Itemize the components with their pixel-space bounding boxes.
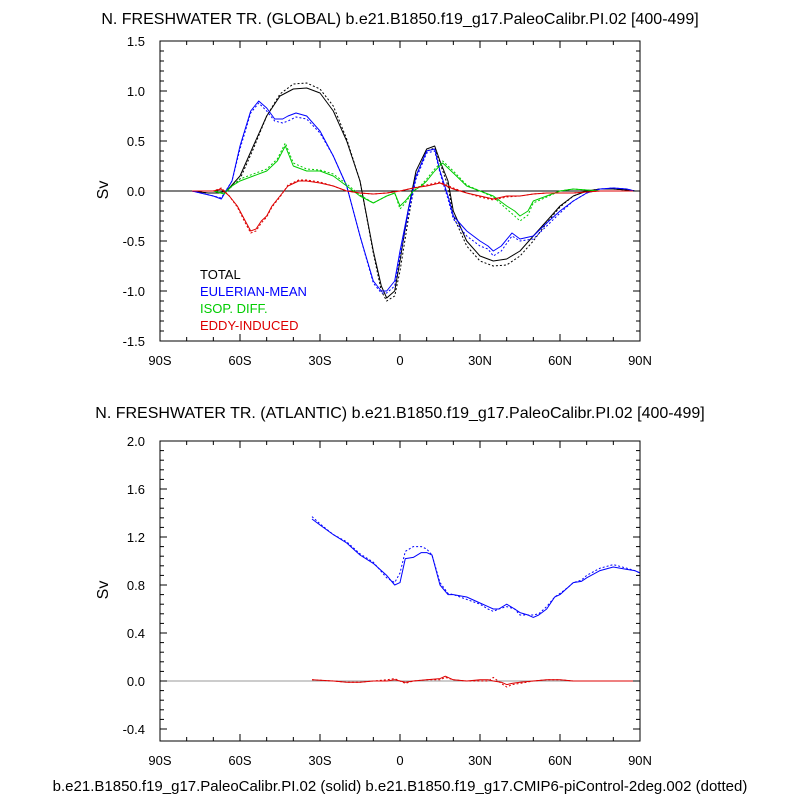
figure-footer: b.e21.B1850.f19_g17.PaleoCalibr.PI.02 (s… [53,778,748,795]
chart-global-ylabel: Sv [95,181,112,200]
chart-atlantic-x-tick-label: 30N [468,753,492,768]
chart-global-title: N. FRESHWATER TR. (GLOBAL) b.e21.B1850.f… [101,11,698,28]
chart-global-series-eddy-induced-dotted [192,179,635,234]
chart-global-x-tick-label: 30S [308,353,331,368]
chart-global-series-isop-diff [192,145,635,217]
legend-eulerian-mean: EULERIAN-MEAN [200,284,307,299]
chart-global-x-tick-label: 30N [468,353,492,368]
chart-global-y-tick-label: -1.5 [123,334,145,349]
chart-atlantic-y-tick-label: 0.8 [127,578,145,593]
chart-global-legend: TOTAL EULERIAN-MEAN ISOP. DIFF. EDDY-IND… [200,267,307,333]
chart-global-series-total [191,87,635,299]
chart-global-y-tick-label: -0.5 [123,234,145,249]
chart-global-y-tick-label: 1.5 [127,34,145,49]
chart-atlantic: N. FRESHWATER TR. (ATLANTIC) b.e21.B1850… [95,405,705,768]
chart-global-y-tick-label: 1.0 [127,84,145,99]
chart-atlantic-title: N. FRESHWATER TR. (ATLANTIC) b.e21.B1850… [95,405,704,422]
chart-global-y-tick-label: 0.0 [127,184,145,199]
chart-atlantic-x-tick-label: 90S [148,753,171,768]
chart-atlantic-x-tick-label: 60S [228,753,251,768]
chart-atlantic-y-tick-label: 2.0 [127,434,145,449]
chart-atlantic-x-tick-label: 30S [308,753,331,768]
chart-atlantic-x-tick-label: 90N [628,753,652,768]
chart-global-x-tick-label: 90N [628,353,652,368]
chart-global-series-eulerian-mean [191,100,635,292]
legend-isop-diff: ISOP. DIFF. [200,301,268,316]
chart-global-y-tick-label: 0.5 [127,134,145,149]
chart-global-x-tick-label: 60S [228,353,251,368]
chart-atlantic-y-tick-label: 1.6 [127,482,145,497]
chart-atlantic-x-tick-label: 0 [396,753,403,768]
legend-eddy-induced: EDDY-INDUCED [200,318,298,333]
chart-atlantic-y-tick-label: 0.0 [127,674,145,689]
chart-atlantic-series-eulerian-mean-dotted [311,516,641,616]
chart-atlantic-y-tick-label: -0.4 [123,722,145,737]
chart-atlantic-ylabel: Sv [95,581,112,600]
chart-global-x-tick-label: 90S [148,353,171,368]
chart-global-series-eulerian-mean-dotted [191,102,635,294]
chart-atlantic-y-tick-label: 1.2 [127,530,145,545]
chart-global-y-tick-label: -1.0 [123,284,145,299]
chart-global-x-tick-label: 60N [548,353,572,368]
chart-global: N. FRESHWATER TR. (GLOBAL) b.e21.B1850.f… [95,11,699,368]
legend-total: TOTAL [200,267,241,282]
chart-atlantic-y-tick-label: 0.4 [127,626,145,641]
chart-atlantic-series-eddy-induced-dotted [311,676,640,688]
chart-atlantic-x-tick-label: 60N [548,753,572,768]
chart-global-x-tick-label: 0 [396,353,403,368]
